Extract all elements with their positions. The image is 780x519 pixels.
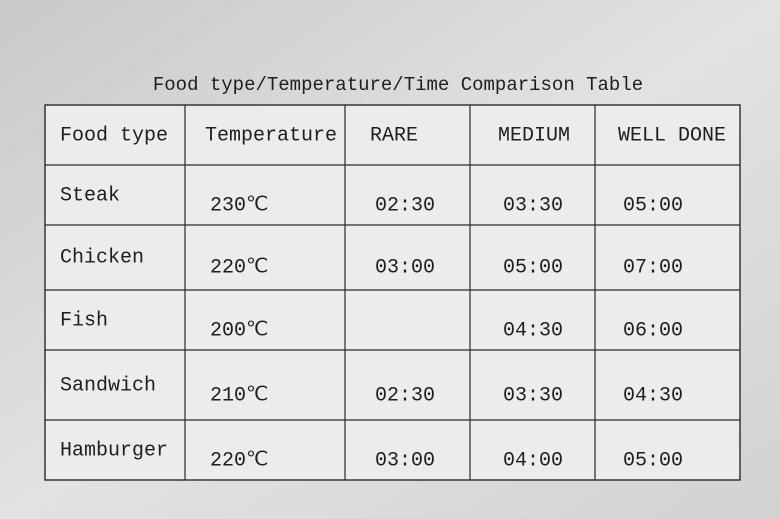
table-cell: 06:00 bbox=[623, 319, 683, 342]
table-cells: Food type Temperature RARE MEDIUM WELL DONE S… bbox=[60, 124, 726, 472]
table-cell: 03:30 bbox=[503, 194, 563, 217]
table-cell: 220℃ bbox=[210, 449, 268, 472]
table-cell: 210℃ bbox=[210, 384, 268, 407]
table-cell: 02:30 bbox=[375, 384, 435, 407]
table-cell: 05:00 bbox=[503, 256, 563, 279]
table-cell: Chicken bbox=[60, 246, 144, 269]
table-cell: 200℃ bbox=[210, 319, 268, 342]
table-cell: Hamburger bbox=[60, 439, 168, 462]
header-cell: RARE bbox=[370, 124, 418, 147]
table-cell: 03:00 bbox=[375, 256, 435, 279]
header-cell: WELL DONE bbox=[618, 124, 726, 147]
table-cell: 07:00 bbox=[623, 256, 683, 279]
table-border bbox=[44, 104, 741, 481]
table-cell: Sandwich bbox=[60, 374, 156, 397]
table-cell: 03:30 bbox=[503, 384, 563, 407]
table-title: Food type/Temperature/Time Comparison Ta… bbox=[153, 74, 643, 96]
header-cell: Food type bbox=[60, 124, 168, 147]
table-cell: 220℃ bbox=[210, 256, 268, 279]
header-cell: Temperature bbox=[205, 124, 337, 147]
table-cell: 230℃ bbox=[210, 194, 268, 217]
table-cell: 05:00 bbox=[623, 449, 683, 472]
table-cell: Fish bbox=[60, 309, 108, 332]
table-grid bbox=[44, 104, 741, 481]
table-cell: 04:30 bbox=[623, 384, 683, 407]
table-cell: 05:00 bbox=[623, 194, 683, 217]
table-cell: 04:30 bbox=[503, 319, 563, 342]
table-cell: 04:00 bbox=[503, 449, 563, 472]
table-cell: 02:30 bbox=[375, 194, 435, 217]
table-cell: 03:00 bbox=[375, 449, 435, 472]
table-cell: Steak bbox=[60, 184, 120, 207]
header-cell: MEDIUM bbox=[498, 124, 570, 147]
